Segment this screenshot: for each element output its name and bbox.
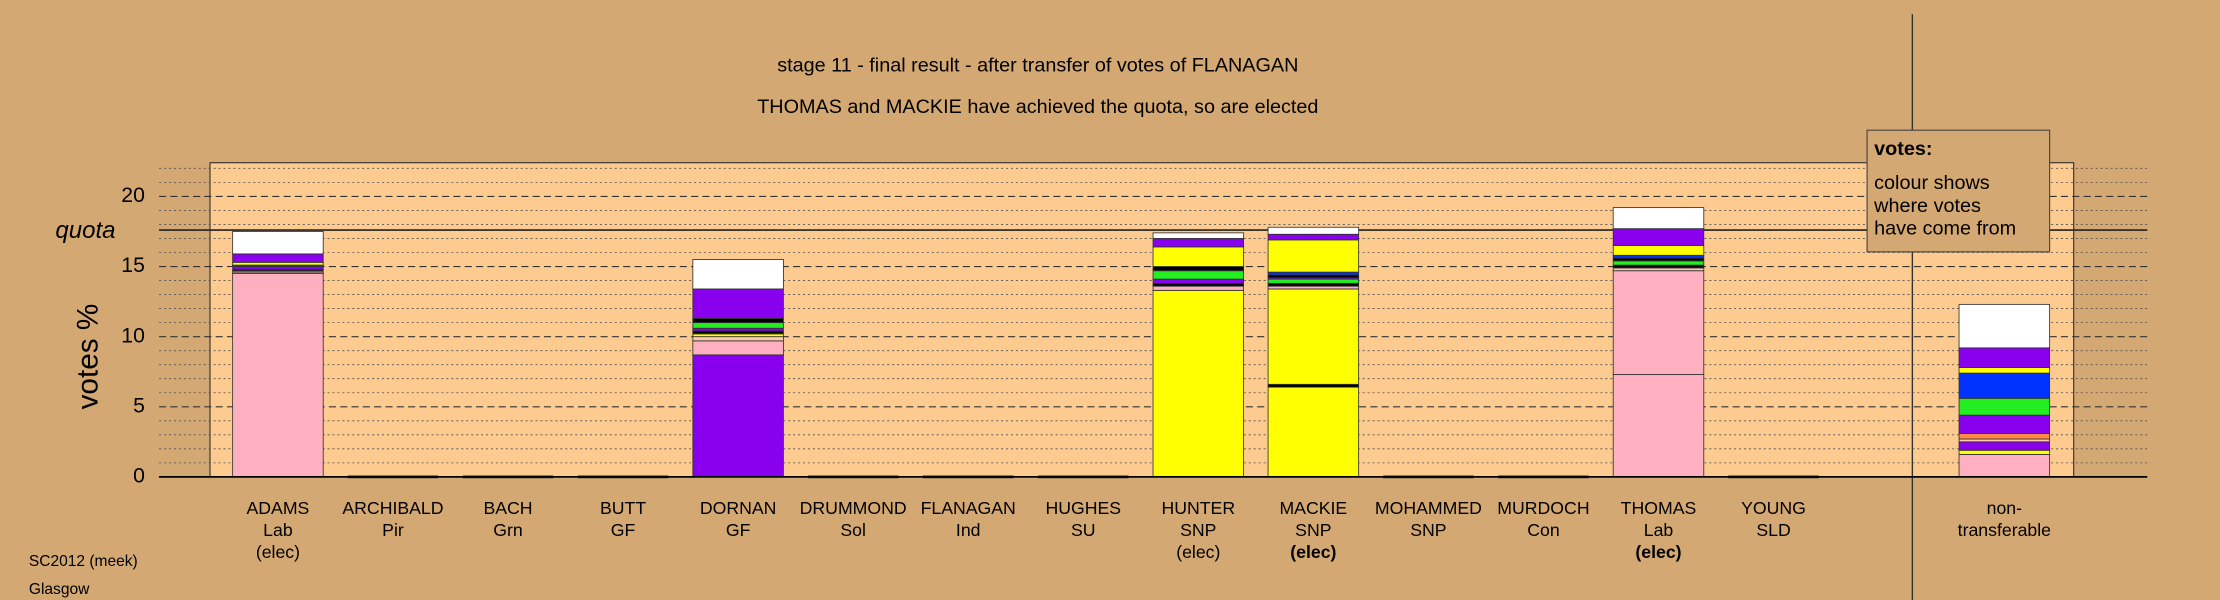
category-label: (elec) [256,542,300,562]
category-label: Ind [956,520,981,540]
bar-segment [1958,347,2051,368]
bar-segment [1958,303,2051,349]
category-label: SU [1071,520,1096,540]
category-label: MURDOCH [1497,498,1589,518]
bar-segment [1267,278,1360,284]
category-label: non- [1987,498,2022,518]
bar-segment [1958,449,2051,455]
category-label: Sol [840,520,866,540]
category-label: transferable [1958,520,2051,540]
category-label: GF [611,520,636,540]
category-label: GF [726,520,751,540]
plot-area [209,162,2075,478]
category-label: Lab [263,520,293,540]
y-tick-label: 15 [121,254,145,277]
category-label: Lab [1644,520,1674,540]
y-tick-label: 0 [133,464,145,487]
bars: ADAMSLab(elec)ARCHIBALDPirBACHGrnBUTTGFD… [159,207,2148,562]
bar-segment [1267,239,1360,273]
category-label: ARCHIBALD [342,498,443,518]
bar-segment [1958,372,2051,399]
legend-text: where votes [1873,195,1981,217]
chart-title: stage 11 - final result - after transfer… [777,55,1298,77]
bar-segment [692,259,784,290]
bar-segment [1958,397,2051,416]
category-label: MACKIE [1279,498,1347,518]
footer-text: Glasgow [29,581,90,598]
category-label: DORNAN [700,498,777,518]
y-tick-label: 5 [133,394,145,417]
legend-title: votes: [1874,138,1932,160]
bar-segment [1152,232,1245,239]
bar-segment [692,322,784,329]
bar-segment [1267,288,1360,385]
bar-segment [1612,260,1705,266]
category-label: BACH [483,498,532,518]
bar-segment [1612,270,1705,375]
category-label: HUNTER [1161,498,1235,518]
bar-segment [1152,270,1245,280]
bar-segment [1958,432,2051,440]
category-label: SNP [1180,520,1216,540]
bar-segment [692,354,784,478]
bar-segment [692,288,784,319]
category-label: SNP [1295,520,1331,540]
category-label: (elec) [1290,542,1336,562]
y-tick-label: 10 [121,324,145,347]
bar-segment [1612,245,1705,256]
category-label: (elec) [1176,542,1220,562]
bar-segment [1152,246,1245,267]
bar-segment [1958,367,2051,374]
bar-segment [232,253,324,263]
bar-segment [232,273,324,478]
bar-segment [1152,278,1245,284]
bar-segment [1152,289,1245,478]
bar-segment [692,317,784,324]
bar-segment [1612,207,1705,230]
bar-segment [1958,441,2051,451]
category-label: Con [1527,520,1559,540]
category-label: SLD [1756,520,1790,540]
footer-text: SC2012 (meek) [29,553,138,570]
bar-segment [1267,226,1360,235]
bar-segment [1267,233,1360,241]
category-label: FLANAGAN [921,498,1016,518]
category-label: MOHAMMED [1375,498,1482,518]
bar-segment [1958,414,2051,434]
legend-box [1866,129,2051,253]
category-label: Grn [493,520,522,540]
chart-subtitle: THOMAS and MACKIE have achieved the quot… [757,96,1318,118]
y-tick-label: 20 [121,184,145,207]
bar-segment [692,336,784,342]
category-label: DRUMMOND [800,498,907,518]
category-label: HUGHES [1045,498,1121,518]
category-label: SNP [1410,520,1446,540]
category-label: Pir [382,520,404,540]
category-label: ADAMS [246,498,309,518]
bar-segment [1267,386,1360,478]
legend-text: have come from [1874,217,2016,239]
quota-label: quota [55,217,115,244]
y-axis-label: votes % [72,304,105,410]
bar-segment [692,340,784,356]
bar-segment [1152,285,1245,291]
bar-segment [1152,266,1245,272]
category-label: BUTT [600,498,646,518]
bar-segment [1612,374,1705,478]
bar-segment [1152,238,1245,248]
category-label: THOMAS [1621,498,1697,518]
bar-segment [1958,454,2051,478]
bar-segment [1612,228,1705,246]
category-label: (elec) [1635,542,1681,562]
category-label: YOUNG [1741,498,1806,518]
bar-segment [232,231,324,255]
legend-text: colour shows [1874,172,1990,194]
